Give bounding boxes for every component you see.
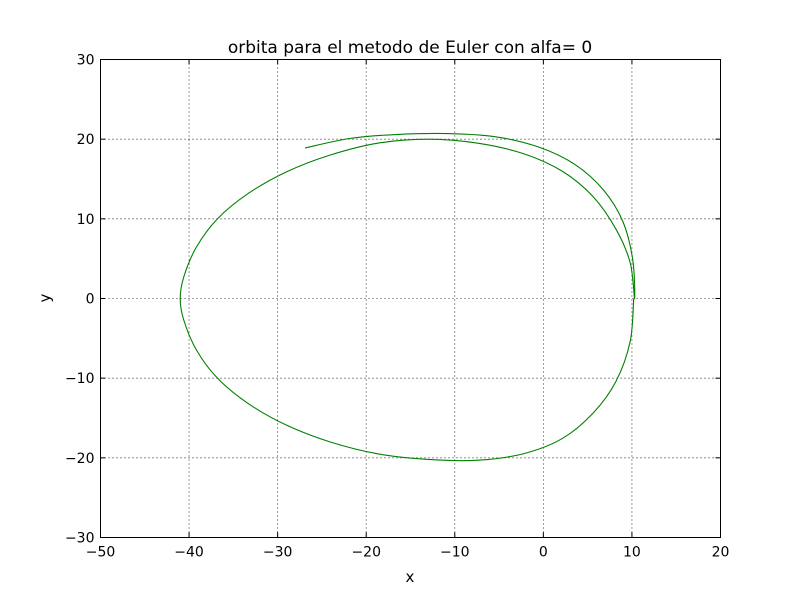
x-tick-label: 10	[623, 545, 641, 561]
ticks: −50 −40 −30 −20 −10 0 10 20 −30 −20 −10 0 10 20 30	[65, 53, 729, 561]
x-tick-label: −30	[263, 545, 293, 561]
x-tick-label: −10	[440, 545, 470, 561]
x-tick-label: 20	[712, 545, 730, 561]
y-tick-label: −30	[65, 531, 95, 547]
y-tick-label: 10	[77, 212, 95, 228]
x-tick-label: 0	[539, 545, 548, 561]
x-axis-label: x	[406, 568, 415, 586]
chart-title: orbita para el metodo de Euler con alfa=…	[228, 38, 592, 58]
y-tick-label: 30	[77, 53, 95, 69]
y-axis-label: y	[36, 293, 54, 302]
orbit-line	[179, 132, 636, 462]
y-tick-label: −20	[65, 451, 95, 467]
x-tick-label: −20	[351, 545, 381, 561]
y-tick-label: −10	[65, 371, 95, 387]
series-layer	[179, 132, 636, 462]
y-tick-label: 20	[77, 132, 95, 148]
x-tick-label: −50	[86, 545, 116, 561]
y-tick-label: 0	[86, 292, 95, 308]
x-tick-label: −40	[174, 545, 204, 561]
